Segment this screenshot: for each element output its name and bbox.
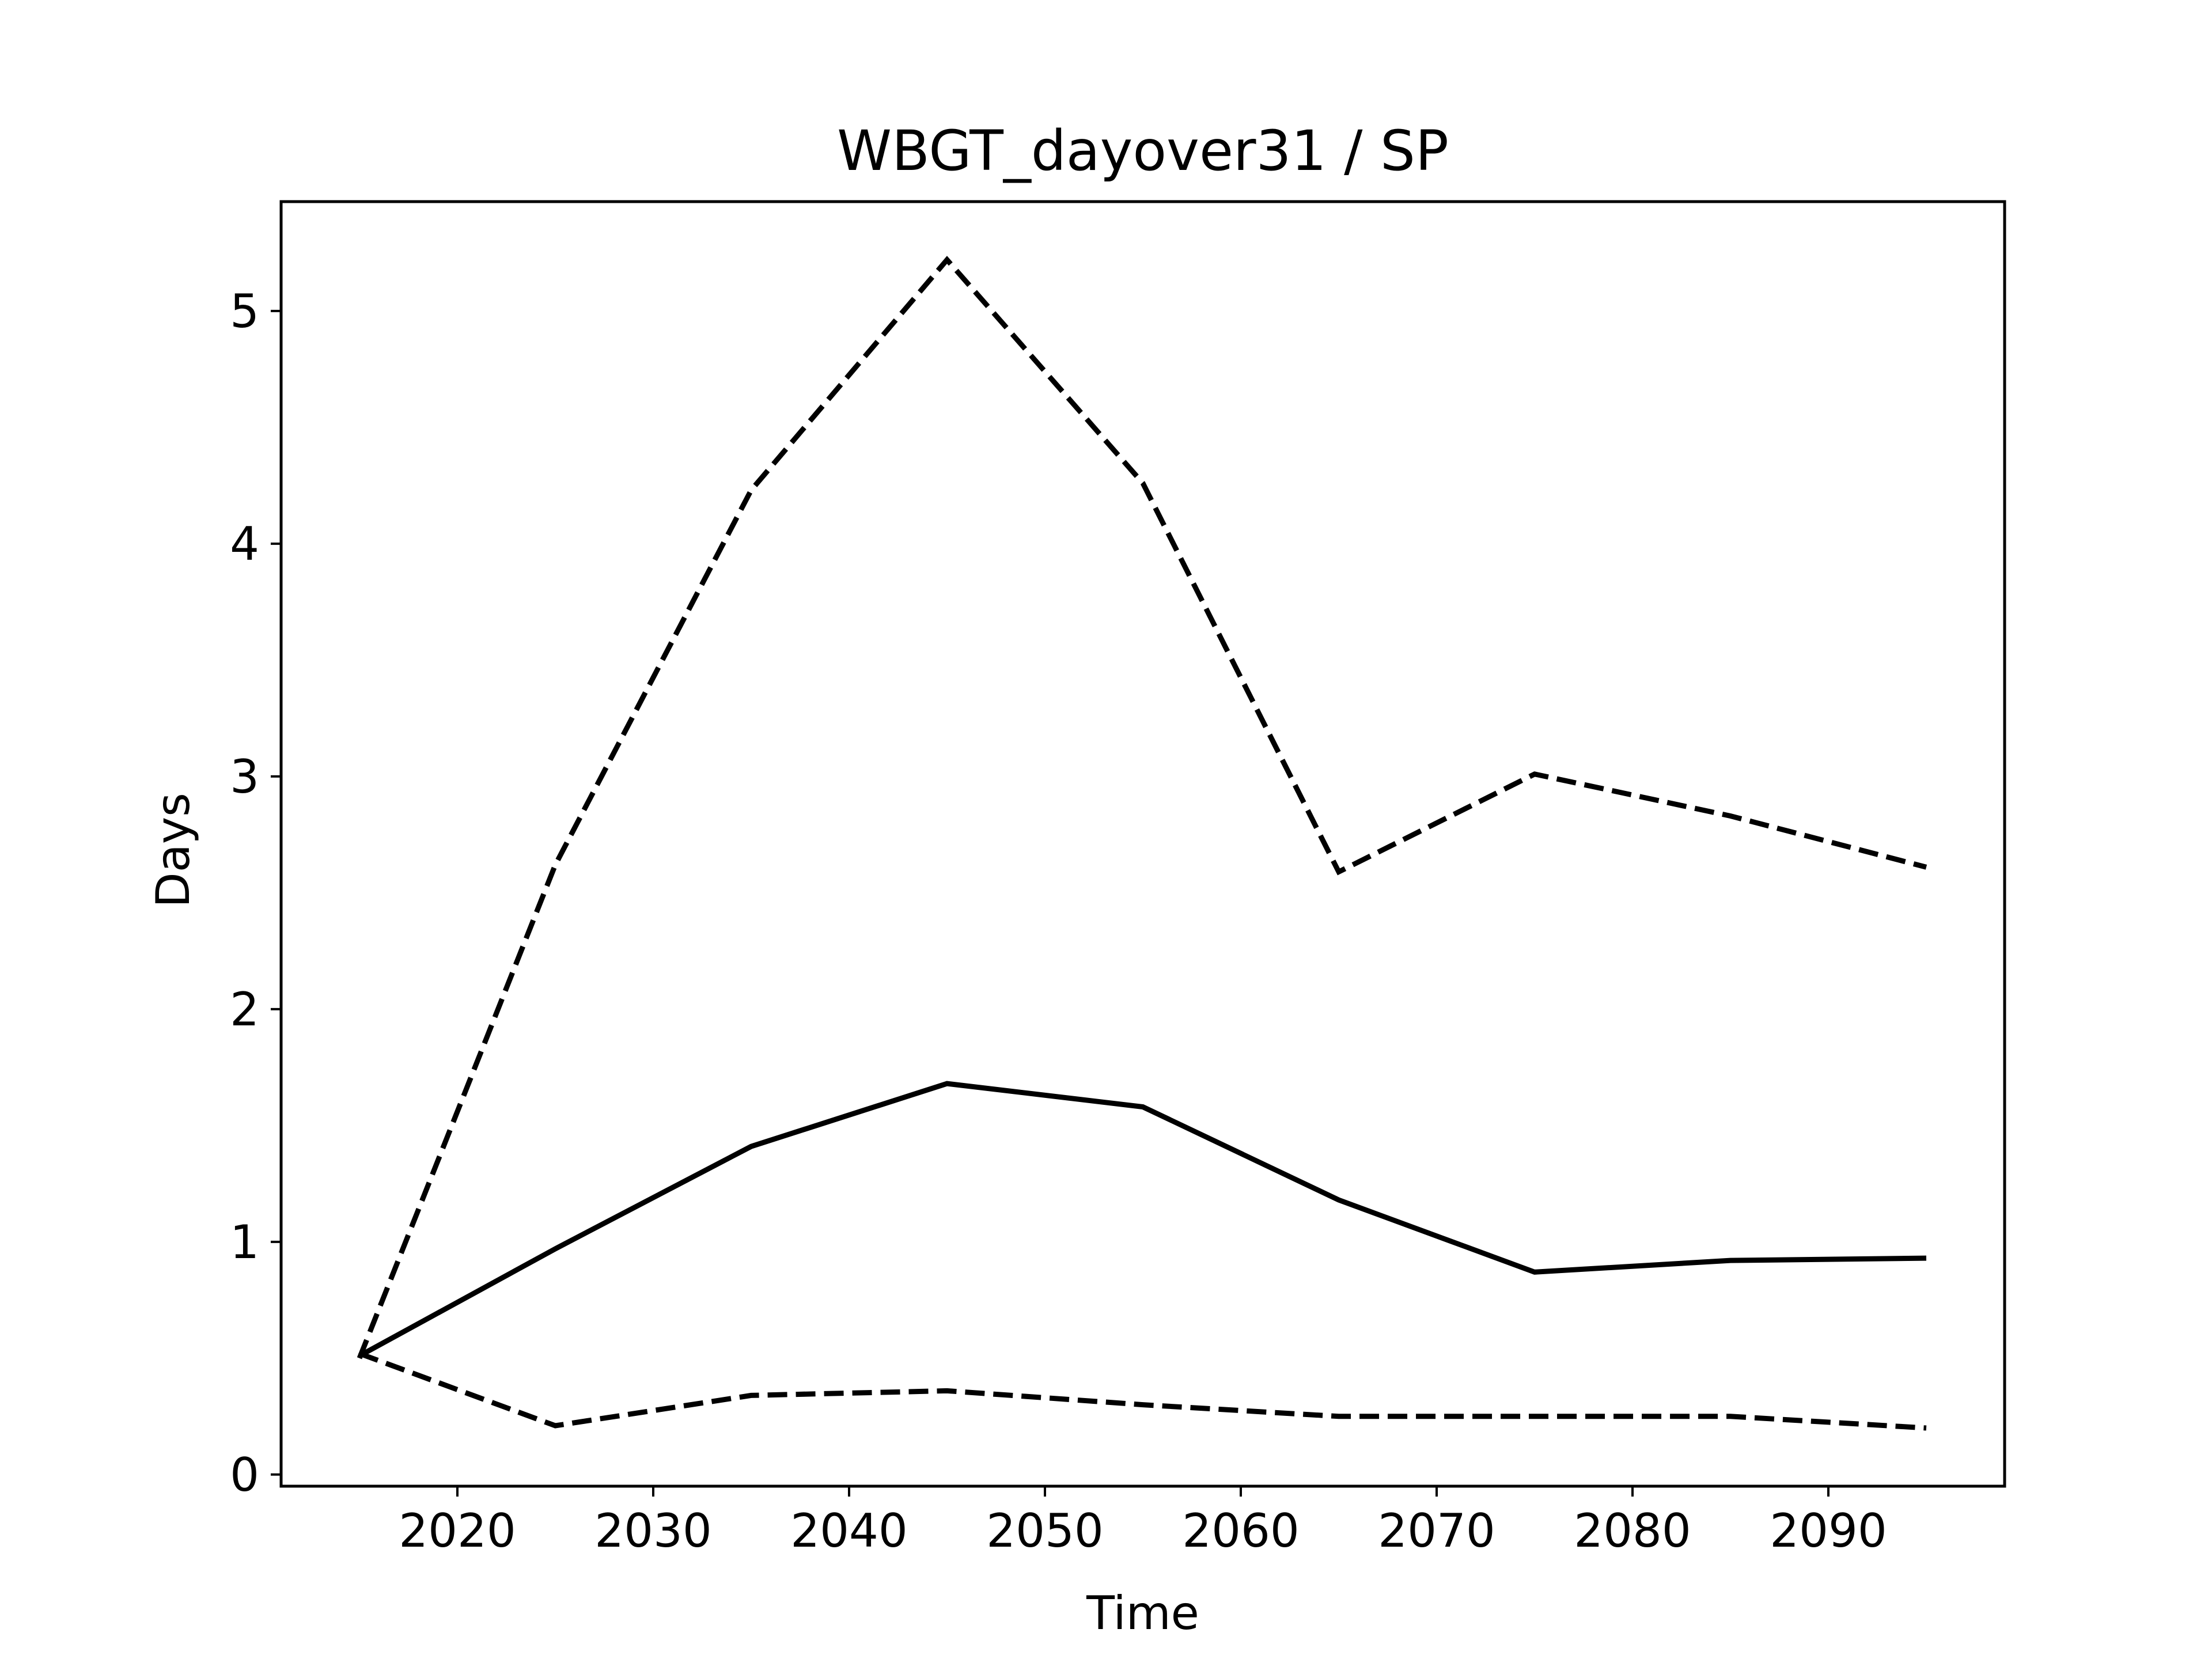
y-axis-label: Days bbox=[146, 793, 200, 908]
y-tick-label-4: 4 bbox=[230, 517, 259, 571]
x-tick-label-2060: 2060 bbox=[1182, 1504, 1300, 1558]
x-tick-label-2090: 2090 bbox=[1770, 1504, 1887, 1558]
x-tick-label-2030: 2030 bbox=[594, 1504, 712, 1558]
x-tick-label-2020: 2020 bbox=[399, 1504, 516, 1558]
chart-title: WBGT_dayover31 / SP bbox=[837, 119, 1449, 183]
y-tick-label-3: 3 bbox=[230, 750, 259, 804]
series-line-3 bbox=[358, 1351, 1927, 1431]
x-tick-label-2070: 2070 bbox=[1378, 1504, 1495, 1558]
x-tick-label-2080: 2080 bbox=[1574, 1504, 1691, 1558]
y-tick-label-5: 5 bbox=[230, 285, 259, 338]
y-tick-label-0: 0 bbox=[230, 1448, 259, 1502]
series-line-1 bbox=[357, 256, 1927, 1359]
x-tick-label-2050: 2050 bbox=[986, 1504, 1104, 1558]
x-axis-label: Time bbox=[1086, 1586, 1199, 1640]
plot-frame bbox=[279, 200, 2006, 1488]
x-tick-label-2040: 2040 bbox=[790, 1504, 908, 1558]
y-tick-label-2: 2 bbox=[230, 983, 259, 1036]
plot-area: 2020 2030 2040 2050 2060 2070 2080 2090 0 1 2 3 4 5 bbox=[230, 200, 2006, 1558]
y-tick-label-1: 1 bbox=[230, 1215, 259, 1269]
series-line-2 bbox=[358, 1081, 1927, 1358]
